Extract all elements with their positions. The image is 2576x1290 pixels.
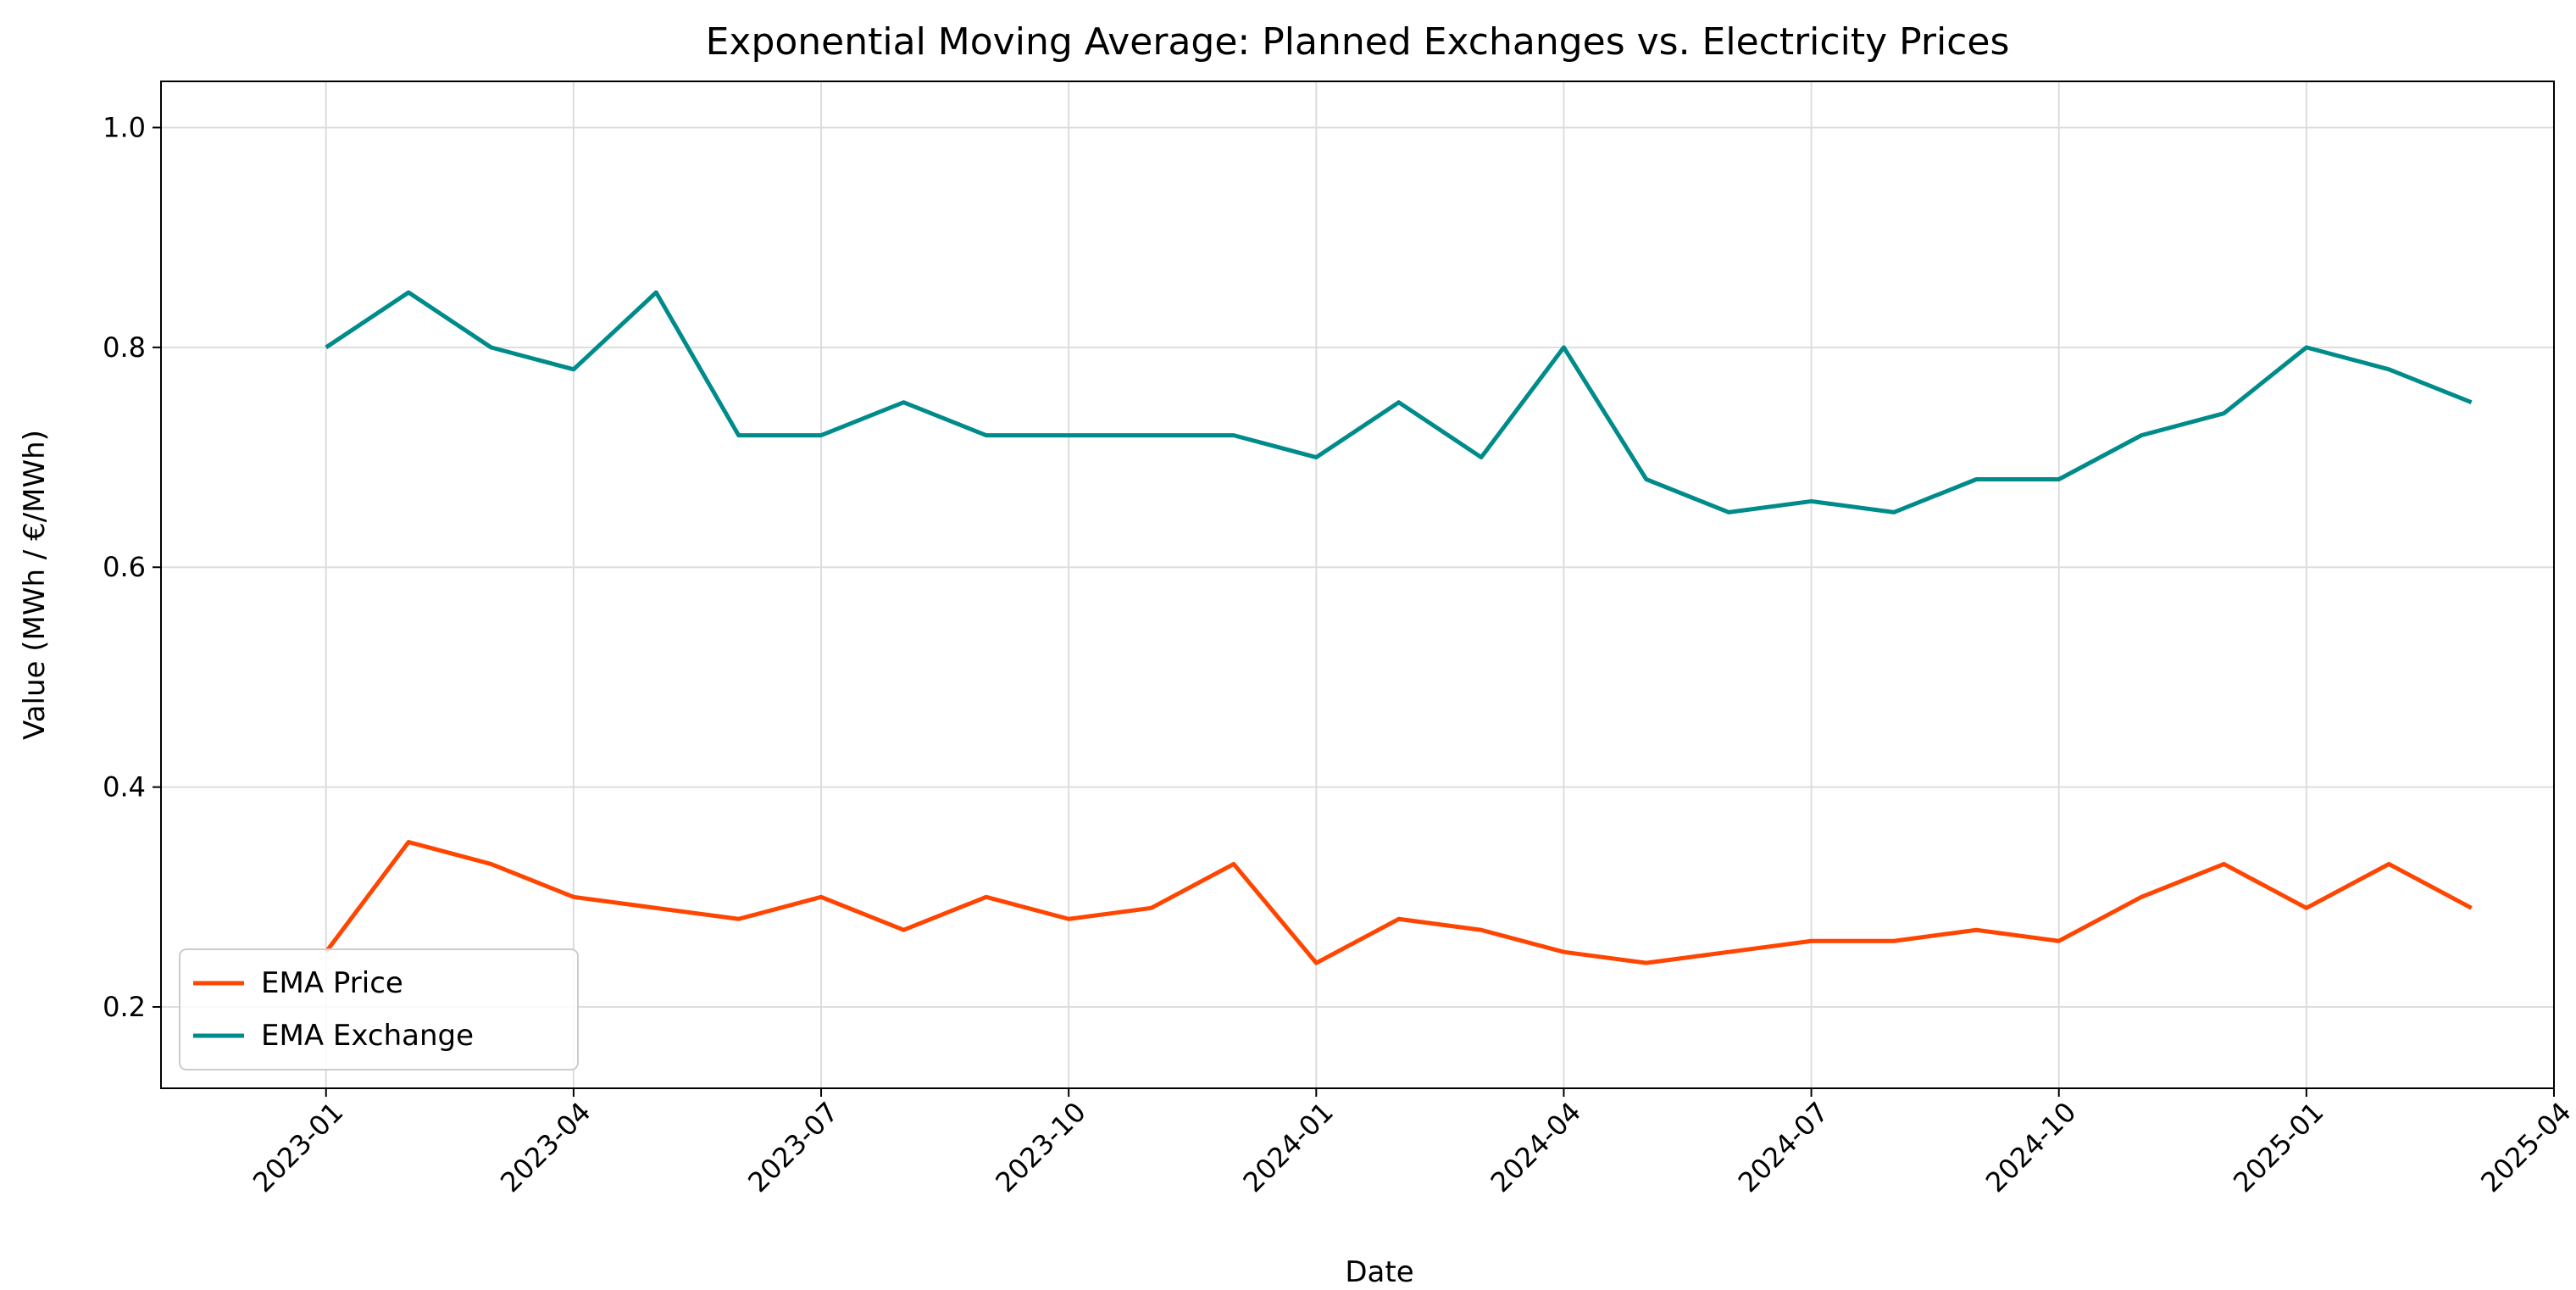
x-tick-label: 2023-04 xyxy=(494,1096,597,1198)
x-tick-label: 2024-07 xyxy=(1732,1096,1835,1198)
series-line xyxy=(325,290,2473,514)
legend: EMA Price EMA Exchange xyxy=(179,948,579,1070)
x-tick-label: 2024-04 xyxy=(1485,1096,1587,1198)
y-axis-label: Value (MWh / €/MWh) xyxy=(18,430,52,740)
x-tick-label: 2023-07 xyxy=(741,1096,844,1198)
x-tick-label: 2024-10 xyxy=(1979,1096,2082,1198)
x-axis-label: Date xyxy=(1345,1255,1413,1287)
y-tick-label: 0.6 xyxy=(103,551,146,583)
x-tick-label: 2023-01 xyxy=(247,1096,349,1198)
x-tick-label: 2025-01 xyxy=(2227,1096,2329,1198)
y-tick-label: 1.0 xyxy=(103,111,146,143)
series-line xyxy=(324,839,2473,965)
x-tick-label: 2024-01 xyxy=(1237,1096,1340,1198)
x-tick-label: 2023-10 xyxy=(989,1096,1091,1198)
chart-title: Exponential Moving Average: Planned Exch… xyxy=(706,20,2010,64)
y-tick-label: 0.2 xyxy=(103,991,146,1023)
y-tick-label: 0.8 xyxy=(103,331,146,364)
legend-box xyxy=(179,948,579,1070)
legend-label: EMA Exchange xyxy=(261,1019,474,1053)
legend-label: EMA Price xyxy=(261,966,403,1000)
plot-frame xyxy=(160,81,2555,1089)
y-tick-label: 0.4 xyxy=(103,771,146,803)
x-tick-label: 2025-04 xyxy=(2474,1096,2576,1198)
